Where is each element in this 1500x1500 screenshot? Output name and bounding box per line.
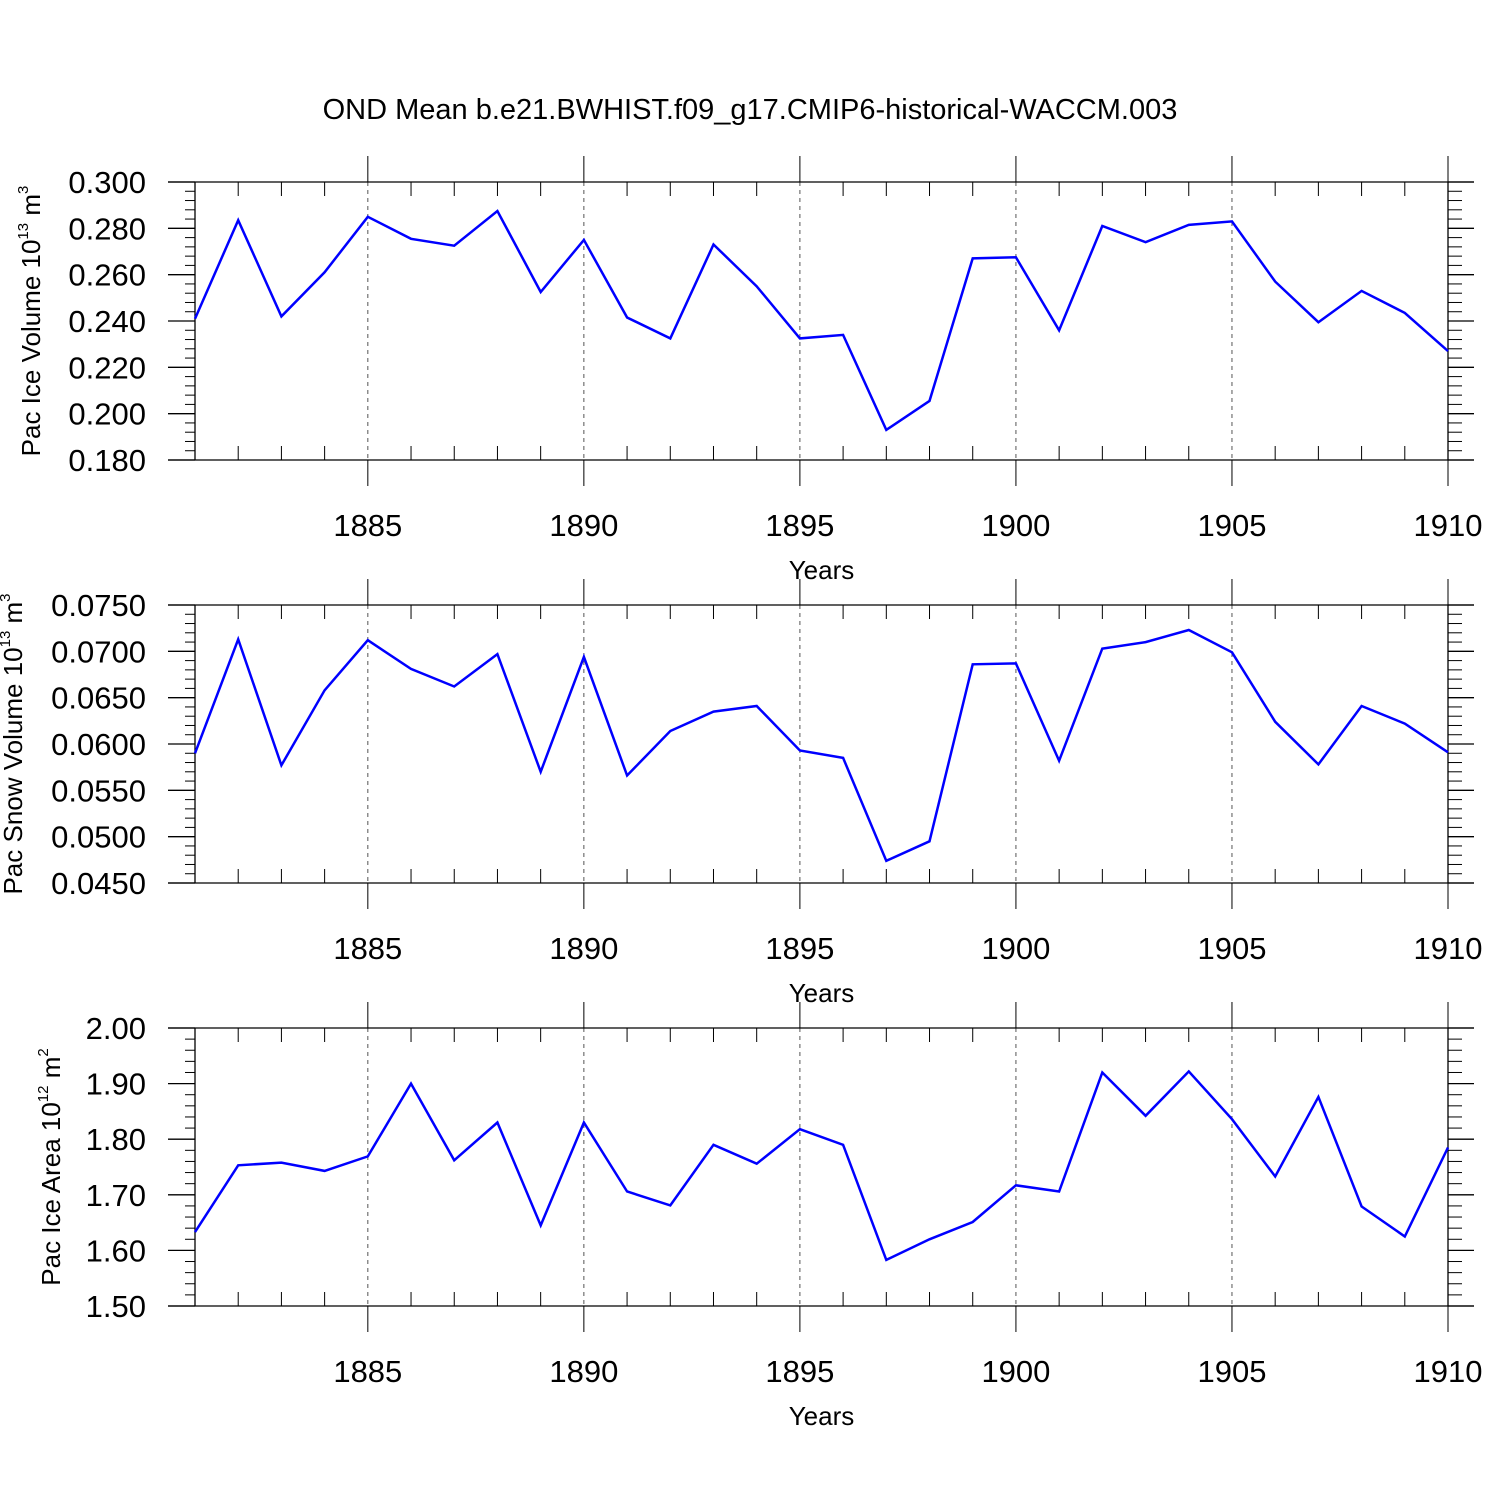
- x-tick-label: 1905: [1197, 1354, 1266, 1389]
- panel-1: 0.180 0.200 0.220 0.240 0.260 0.280 0.300 1885 1…: [15, 156, 1482, 585]
- y-axis-label-superscript: 2: [35, 1048, 52, 1056]
- x-tick-label: 1890: [549, 508, 618, 543]
- y-axis-label-part: Pac Ice Area 10: [36, 1102, 66, 1286]
- x-tick-label: 1900: [981, 931, 1050, 966]
- y-tick-label: 0.200: [68, 397, 146, 432]
- x-tick-label: 1890: [549, 1354, 618, 1389]
- y-axis-label-part: Pac Snow Volume 10: [0, 647, 28, 894]
- y-tick-label: 1.70: [86, 1178, 146, 1213]
- x-tick-label: 1890: [549, 931, 618, 966]
- x-tick-label: 1905: [1197, 508, 1266, 543]
- y-tick-label: 0.0650: [51, 681, 146, 716]
- y-axis-label-superscript: 13: [0, 631, 14, 648]
- y-tick-label: 1.60: [86, 1233, 146, 1268]
- y-tick-label: 1.90: [86, 1067, 146, 1102]
- x-tick-label: 1910: [1414, 1354, 1483, 1389]
- y-tick-label: 1.50: [86, 1289, 146, 1324]
- x-tick-label: 1895: [765, 508, 834, 543]
- y-tick-label: 0.0750: [51, 588, 146, 623]
- y-axis-label-part: m: [36, 1057, 66, 1086]
- series-line: [193, 628, 1449, 863]
- y-axis-label: Pac Snow Volume 1013 m3: [0, 593, 28, 894]
- x-tick-label: 1895: [765, 931, 834, 966]
- y-axis-label-superscript: 12: [35, 1085, 52, 1102]
- x-tick-label: 1895: [765, 1354, 834, 1389]
- x-axis-label: Years: [789, 1401, 855, 1431]
- panel-3: 1.50 1.60 1.70 1.80 1.90 2.00 1885 1890 1895 1900…: [35, 1002, 1482, 1431]
- y-tick-label: 0.0500: [51, 820, 146, 855]
- x-tick-label: 1910: [1414, 508, 1483, 543]
- y-tick-label: 0.280: [68, 211, 146, 246]
- panel-2: 0.0450 0.0500 0.0550 0.0600 0.0650 0.0700 0.07…: [0, 579, 1482, 1008]
- x-tick-label: 1885: [333, 1354, 402, 1389]
- y-axis-label-superscript: 3: [0, 593, 14, 601]
- y-tick-label: 1.80: [86, 1122, 146, 1157]
- y-tick-label: 0.180: [68, 443, 146, 478]
- y-tick-label: 0.240: [68, 304, 146, 339]
- x-tick-label: 1900: [981, 1354, 1050, 1389]
- y-axis-label: Pac Ice Volume 1013 m3: [15, 186, 46, 457]
- y-axis-label-part: Pac Ice Volume 10: [16, 240, 46, 457]
- series-line: [193, 209, 1449, 432]
- y-tick-label: 0.0450: [51, 866, 146, 901]
- y-tick-label: 0.300: [68, 165, 146, 200]
- x-tick-label: 1885: [333, 508, 402, 543]
- y-tick-label: 0.0600: [51, 727, 146, 762]
- series-line: [193, 1069, 1450, 1262]
- chart-title: OND Mean b.e21.BWHIST.f09_g17.CMIP6-hist…: [323, 94, 1178, 126]
- x-tick-label: 1900: [981, 508, 1050, 543]
- y-axis-label-part: m: [16, 194, 46, 223]
- x-axis-label: Years: [789, 555, 855, 585]
- x-tick-label: 1905: [1197, 931, 1266, 966]
- y-axis-label-superscript: 13: [15, 223, 32, 240]
- y-axis-label-superscript: 3: [15, 186, 32, 194]
- x-tick-label: 1910: [1414, 931, 1483, 966]
- y-axis-label-part: m: [0, 602, 28, 631]
- y-tick-label: 0.220: [68, 350, 146, 385]
- x-axis-label: Years: [789, 978, 855, 1008]
- y-axis-label: Pac Ice Area 1012 m2: [35, 1048, 66, 1285]
- y-tick-label: 0.0550: [51, 773, 146, 808]
- x-tick-label: 1885: [333, 931, 402, 966]
- y-tick-label: 0.0700: [51, 634, 146, 669]
- y-tick-label: 0.260: [68, 258, 146, 293]
- y-tick-label: 2.00: [86, 1011, 146, 1046]
